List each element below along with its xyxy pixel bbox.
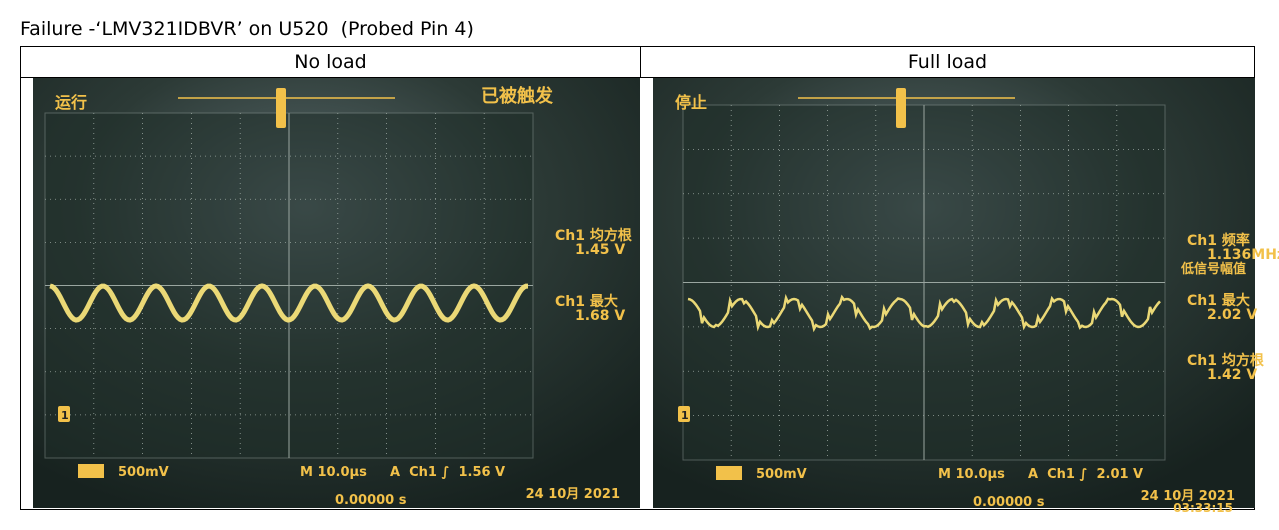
channel-marker: 1 (681, 409, 689, 422)
title: Failure -‘LMV321IDBVR’ on U520 (Probed P… (20, 18, 474, 40)
horizontal-position: 0.00000 s (973, 495, 1045, 510)
timebase: M 10.0µs (300, 465, 367, 480)
timebase: M 10.0µs (938, 467, 1005, 482)
channel-box (78, 464, 104, 478)
measurement-note: 低信号幅值 (1180, 261, 1246, 277)
measurement-label: Ch1 最大 (555, 293, 618, 310)
waveform (49, 283, 528, 323)
trigger-marker (896, 88, 906, 128)
measurement-label: Ch1 最大 (1187, 292, 1250, 309)
measurement-value: 1.42 V (1207, 367, 1257, 383)
trigger-setting: A Ch1 ∫ 1.56 V (390, 465, 505, 480)
trigger-setting: A Ch1 ∫ 2.01 V (1028, 467, 1143, 482)
measurement-label: Ch1 均方根 (1187, 352, 1265, 369)
date: 24 10月 2021 (1141, 489, 1235, 504)
channel-marker-box (58, 406, 70, 422)
run-status: 停止 (675, 93, 707, 112)
channel-box (716, 466, 742, 480)
measurement-value: 1.68 V (575, 308, 625, 324)
waveform (687, 293, 1161, 333)
table: No load Full load (20, 46, 1255, 510)
column-header: Full load (641, 47, 1254, 78)
trigger-status: 已被触发 (481, 85, 554, 107)
run-status: 运行 (55, 93, 87, 112)
channel-marker-box (678, 406, 690, 422)
date: 24 10月 2021 (526, 487, 620, 502)
horizontal-position: 0.00000 s (335, 493, 407, 508)
scale: 500mV (756, 467, 807, 482)
measurement-value: 1.136MHz (1207, 247, 1279, 263)
measurement-value: 1.45 V (575, 242, 625, 258)
trigger-marker (276, 88, 286, 128)
measurement-label: Ch1 均方根 (555, 227, 633, 244)
scale: 500mV (118, 465, 169, 480)
measurement-label: Ch1 频率 (1187, 232, 1250, 249)
column-header: No load (21, 47, 641, 78)
measurement-value: 2.02 V (1207, 307, 1257, 323)
channel-marker: 1 (61, 409, 69, 422)
time: 03:33:15 (1173, 501, 1233, 515)
